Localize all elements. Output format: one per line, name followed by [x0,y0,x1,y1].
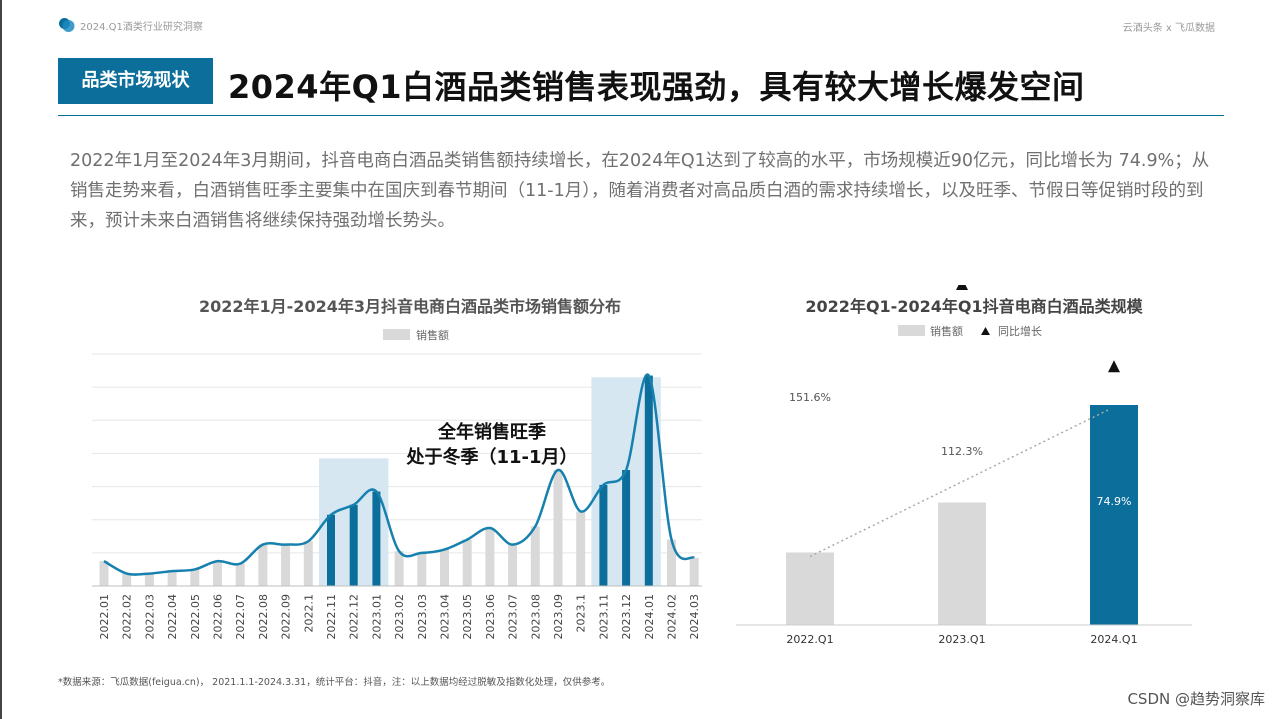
x-tick-label: 2023.04 [439,594,452,640]
sales-bar [235,563,245,586]
x-tick-label: 2023.12 [620,594,633,640]
x-tick-label: 2022.09 [280,594,293,640]
sales-bar [462,539,472,586]
sales-bar [417,552,427,586]
summary-text: 2022年1月至2024年3月期间，抖音电商白酒品类销售额持续增长，在2024年… [70,151,1210,231]
x-tick-label: 2023.Q1 [938,633,985,646]
x-tick-label: 2023.02 [393,594,406,640]
report-title: 2024.Q1酒类行业研究洞察 [80,22,203,33]
x-tick-label: 2024.Q1 [1090,633,1137,646]
growth-triangle-icon [956,285,968,290]
legend-swatch-sales [898,325,925,336]
trend-dotted-line [809,408,1111,558]
brand-credit: 云酒头条 x 飞瓜数据 [1122,23,1215,34]
sales-bar [485,528,495,586]
sales-bar [144,573,154,586]
sales-bar [167,571,177,586]
peak-season-annotation: 全年销售旺季 [437,421,546,443]
x-tick-label: 2022.01 [98,594,111,640]
legend-swatch-sales [383,329,410,340]
sales-bar [644,375,653,586]
chart-title: 2022年Q1-2024年Q1抖音电商白酒品类规模 [805,297,1143,316]
x-tick-label: 2022.02 [121,594,134,640]
x-tick-label: 2024.01 [643,594,656,640]
sales-trend-line [103,373,695,576]
watermark: CSDN @趋势洞察库 [1127,690,1265,708]
sales-bar [281,544,291,586]
growth-data-label: 112.3% [941,445,983,458]
x-tick-label: 2023.09 [552,594,565,640]
sales-bar [258,544,268,586]
peak-season-annotation: 处于冬季（11-1月） [405,446,577,468]
x-tick-label: 2023.06 [484,594,497,640]
scale-bar [938,502,986,625]
page-edge-rule [0,0,2,719]
top-bar: 2024.Q1酒类行业研究洞察 云酒头条 x 飞瓜数据 [58,14,1221,36]
x-tick-label: 2023.05 [461,594,474,640]
x-tick-label: 2022.08 [257,594,270,640]
legend-triangle-icon [981,327,990,335]
x-tick-label: 2022.03 [143,594,156,640]
sales-bar [122,573,132,586]
x-tick-label: 2022.05 [189,594,202,640]
x-tick-label: 2024.03 [688,594,701,640]
sales-bar [327,514,335,586]
title-divider [58,115,1224,116]
chart-title: 2022年1月-2024年3月抖音电商白酒品类市场销售额分布 [199,297,621,316]
x-tick-label: 2022.12 [348,594,361,640]
data-source-note: *数据来源：飞瓜数据(feigua.cn)， 2021.1.1-2024.3.3… [58,677,611,688]
legend-label-growth: 同比增长 [998,324,1042,338]
page-title: 2024年Q1白酒品类销售表现强劲，具有较大增长爆发空间 [228,68,1085,106]
x-tick-label: 2023.1 [575,594,588,633]
scale-bar [1090,405,1138,625]
sales-bar [689,557,699,586]
sales-bar [190,569,200,586]
x-tick-label: 2024.02 [666,594,679,640]
x-tick-label: 2022.06 [212,594,225,640]
x-tick-label: 2023.01 [370,594,383,640]
sales-bar [530,526,540,586]
growth-data-label: 151.6% [789,391,831,404]
x-tick-label: 2022.04 [166,594,179,640]
growth-data-label: 74.9% [1097,495,1132,508]
brand-logo-icon [59,18,75,32]
sales-bar [213,561,222,586]
sales-bar [622,470,631,586]
x-tick-label: 2023.03 [416,594,429,640]
sales-bar [599,484,608,586]
sales-bar [576,511,586,586]
x-tick-label: 2023.08 [529,594,542,640]
sales-bar [553,470,563,586]
section-tag: 品类市场现状 [58,58,213,104]
sales-bar [440,549,449,586]
sales-bar [667,539,676,586]
sales-bar [99,561,109,586]
scale-bar [786,552,834,625]
sales-bar [372,491,381,586]
growth-triangle-icon [1108,360,1120,373]
x-tick-label: 2022.Q1 [786,633,833,646]
x-tick-label: 2023.07 [507,594,520,640]
x-tick-label: 2022.07 [234,594,247,640]
x-tick-label: 2023.11 [597,594,610,640]
sales-bar [349,504,358,586]
legend-label-sales: 销售额 [930,324,963,338]
sales-bar [508,544,518,586]
x-tick-label: 2022.1 [302,594,315,633]
sales-bar [303,541,313,586]
sales-bar [394,551,404,586]
x-tick-label: 2022.11 [325,594,338,640]
legend-label-sales: 销售额 [416,328,449,342]
